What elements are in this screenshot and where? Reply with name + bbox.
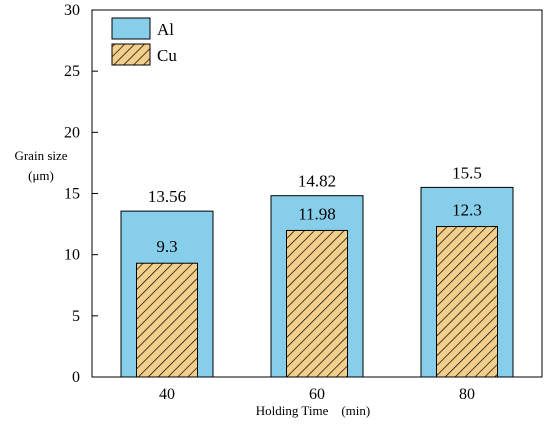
- legend: Al Cu: [111, 17, 177, 66]
- legend-label-cu: Cu: [157, 46, 177, 65]
- data-label-cu: 12.3: [452, 201, 482, 220]
- data-label-al: 14.82: [298, 172, 336, 191]
- x-tick-label: 40: [159, 386, 175, 403]
- data-label-al: 13.56: [148, 187, 186, 206]
- y-tick-label: 30: [64, 2, 80, 19]
- x-tick-label: 60: [309, 386, 325, 403]
- x-axis-label: Holding Time (min): [256, 403, 371, 418]
- bar-cu: [436, 226, 498, 378]
- y-tick-label: 0: [72, 369, 80, 386]
- bar-cu: [136, 262, 198, 378]
- y-tick-label: 20: [64, 124, 80, 141]
- x-tick-label: 80: [459, 386, 475, 403]
- legend-swatch-cu: [111, 43, 151, 66]
- legend-label-al: Al: [157, 20, 174, 39]
- bars: 13.56 9.3 14.82 11.98 15.5 12.3: [120, 163, 514, 378]
- legend-swatch-al: [111, 17, 151, 40]
- y-axis-label-line1: Grain size: [14, 148, 67, 163]
- data-label-cu: 11.98: [298, 204, 336, 223]
- y-tick-label: 5: [72, 308, 80, 325]
- x-axis: 40 60 80: [159, 386, 475, 403]
- bar-cu: [286, 229, 348, 378]
- y-tick-label: 25: [64, 63, 80, 80]
- y-axis: 0 5 10 15 20 25 30: [64, 2, 98, 386]
- y-tick-label: 15: [64, 186, 80, 203]
- y-tick-label: 10: [64, 247, 80, 264]
- data-label-al: 15.5: [452, 163, 482, 182]
- data-label-cu: 9.3: [156, 237, 177, 256]
- y-axis-label-line2: (μm): [28, 168, 54, 183]
